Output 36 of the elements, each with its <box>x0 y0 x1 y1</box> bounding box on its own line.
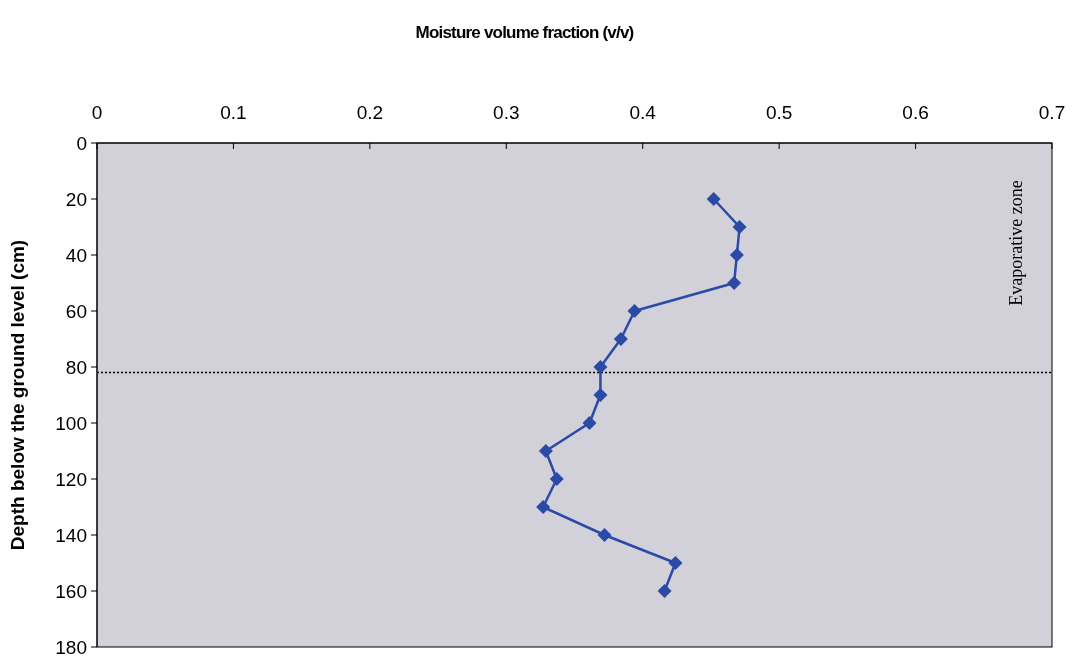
y-tick-label: 20 <box>65 188 87 210</box>
point <box>657 584 672 598</box>
point <box>593 388 608 402</box>
x-tick-label: 0.6 <box>902 102 929 123</box>
point <box>727 276 742 290</box>
y-tick-label: 80 <box>65 356 87 378</box>
point <box>668 556 683 570</box>
x-tick-label: 0 <box>91 102 103 123</box>
point <box>536 500 551 514</box>
x-tick-label: 0.2 <box>356 102 384 123</box>
point <box>729 248 744 262</box>
y-tick-label: 180 <box>55 636 87 658</box>
point <box>597 528 612 542</box>
point <box>627 304 642 318</box>
annotation: Evaporative zone <box>1006 180 1026 306</box>
y-tick-label: 120 <box>55 468 87 490</box>
y-tick-label: 0 <box>76 132 87 154</box>
y-tick-label: 160 <box>55 580 87 602</box>
x-tick-label: 0.4 <box>629 102 657 123</box>
y-tick-label: 100 <box>55 412 87 434</box>
y-tick-label: 60 <box>65 300 87 322</box>
point <box>582 416 597 430</box>
point <box>538 444 553 458</box>
x-tick-label: 0.1 <box>220 102 247 123</box>
point <box>732 220 747 234</box>
point <box>613 332 628 346</box>
x-tick-label: 0.7 <box>1038 102 1066 123</box>
x-tick-label: 0.3 <box>493 102 520 123</box>
y-tick-label: 40 <box>65 244 87 266</box>
point <box>549 472 564 486</box>
x-tick-label: 0.5 <box>765 102 793 123</box>
y-axis-title: Depth below the ground level (cm) <box>7 239 28 551</box>
y-tick-label: 140 <box>55 524 87 546</box>
x-axis-title: Moisture volume fraction (v/v) <box>415 23 634 42</box>
point <box>706 192 721 206</box>
point <box>593 360 608 374</box>
